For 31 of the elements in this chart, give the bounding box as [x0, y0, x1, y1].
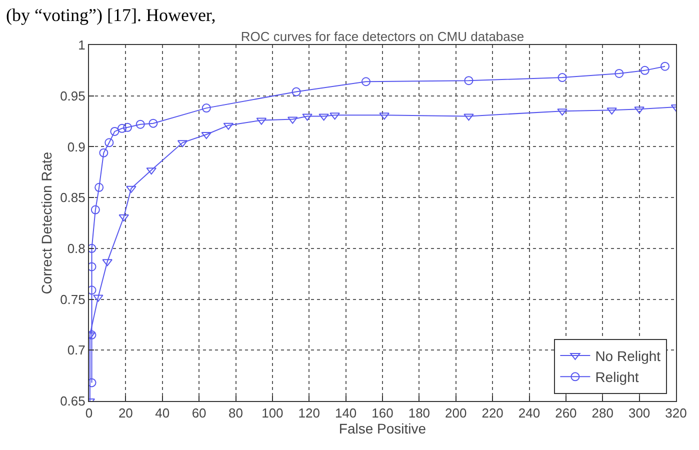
y-tick-label: 1	[78, 38, 86, 53]
x-tick-label: 280	[592, 406, 614, 421]
legend-label: Relight	[595, 369, 639, 386]
x-tick-label: 40	[155, 406, 170, 421]
x-tick-label: 320	[665, 406, 687, 421]
x-tick-label: 260	[555, 406, 577, 421]
y-tick-label: 0.85	[60, 190, 86, 206]
x-tick-label: 0	[85, 406, 93, 421]
y-tick-label: 0.8	[67, 240, 86, 256]
x-tick-label: 180	[408, 406, 430, 421]
y-tick-label: 0.7	[67, 342, 86, 358]
x-tick-label: 100	[262, 406, 284, 421]
y-tick-label: 0.65	[60, 394, 86, 409]
x-tick-label: 220	[482, 406, 504, 421]
legend-label: No Relight	[595, 348, 661, 364]
chart-title: ROC curves for face detectors on CMU database	[240, 29, 524, 44]
x-tick-label: 80	[228, 406, 243, 421]
x-tick-label: 240	[518, 406, 540, 421]
x-tick-label: 160	[372, 406, 394, 421]
y-axis-title: Correct Detection Rate	[38, 152, 55, 294]
y-tick-label: 0.9	[67, 139, 86, 154]
x-axis-title: False Positive	[338, 420, 426, 437]
x-tick-label: 140	[334, 406, 357, 421]
y-tick-label: 0.95	[60, 88, 86, 104]
x-tick-label: 300	[628, 406, 650, 421]
x-tick-label: 120	[298, 406, 320, 421]
text: (by “voting”) [17]. However,	[6, 5, 216, 25]
x-tick-label: 60	[192, 406, 206, 421]
x-tick-label: 20	[118, 406, 133, 421]
x-tick-label: 200	[445, 406, 467, 421]
y-tick-label: 0.75	[60, 292, 86, 307]
